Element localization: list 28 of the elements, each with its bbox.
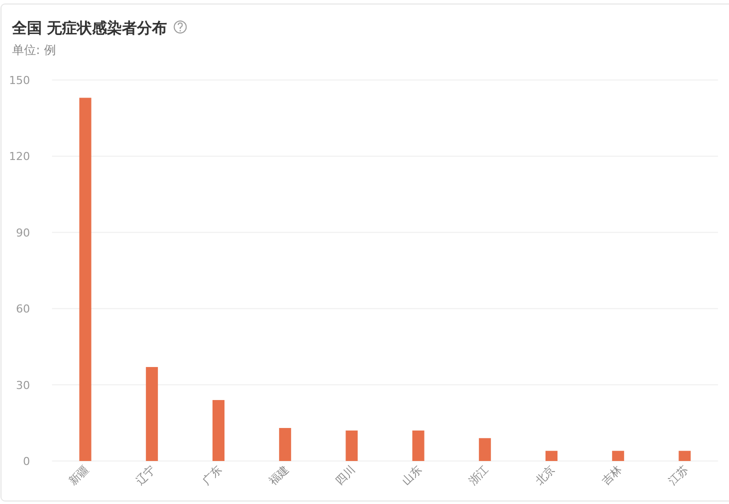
x-tick-label: 辽宁 [133,462,158,488]
x-tick-label: 江苏 [666,462,691,488]
y-tick-label: 90 [16,226,30,240]
x-tick-label: 福建 [266,462,292,488]
y-tick-label: 150 [9,74,30,87]
y-tick-label: 120 [9,150,30,164]
x-tick-label: 新疆 [66,462,92,488]
bar [546,450,558,461]
x-tick-label: 浙江 [466,462,492,488]
x-tick-label: 广东 [200,462,225,488]
bar [678,450,691,461]
bar [612,450,624,461]
bar [412,430,424,461]
chart-subtitle: 单位: 例 [12,43,56,57]
x-tick-label: 山东 [400,462,424,488]
bar [478,438,491,461]
x-tick-label: 四川 [333,462,358,488]
bar [346,430,358,461]
chart-title: 全国 无症状感染者分布 [11,19,168,37]
bar [212,400,224,461]
bar [279,428,292,461]
y-tick-label: 0 [23,455,30,468]
x-tick-label: 北京 [532,462,558,488]
bar [79,98,92,461]
x-tick-label: 吉林 [599,462,624,488]
y-tick-label: 30 [16,378,30,392]
y-tick-label: 60 [16,302,30,316]
bar [146,367,158,461]
